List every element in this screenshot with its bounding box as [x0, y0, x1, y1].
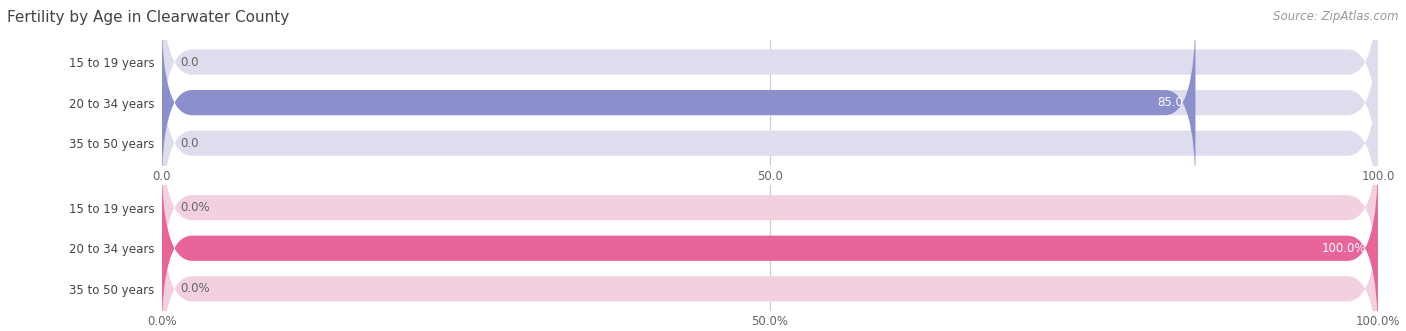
FancyBboxPatch shape	[162, 119, 1378, 297]
FancyBboxPatch shape	[162, 14, 1378, 191]
Text: 0.0: 0.0	[180, 56, 198, 69]
FancyBboxPatch shape	[162, 160, 1378, 331]
Text: 0.0%: 0.0%	[180, 201, 209, 214]
FancyBboxPatch shape	[162, 160, 1378, 331]
FancyBboxPatch shape	[162, 14, 1195, 191]
Text: Fertility by Age in Clearwater County: Fertility by Age in Clearwater County	[7, 10, 290, 25]
Text: 85.0: 85.0	[1157, 96, 1184, 109]
Text: 0.0%: 0.0%	[180, 282, 209, 295]
FancyBboxPatch shape	[162, 200, 1378, 331]
FancyBboxPatch shape	[162, 0, 1378, 151]
Text: 100.0%: 100.0%	[1322, 242, 1365, 255]
Text: 0.0: 0.0	[180, 137, 198, 150]
FancyBboxPatch shape	[162, 54, 1378, 232]
Text: Source: ZipAtlas.com: Source: ZipAtlas.com	[1274, 10, 1399, 23]
